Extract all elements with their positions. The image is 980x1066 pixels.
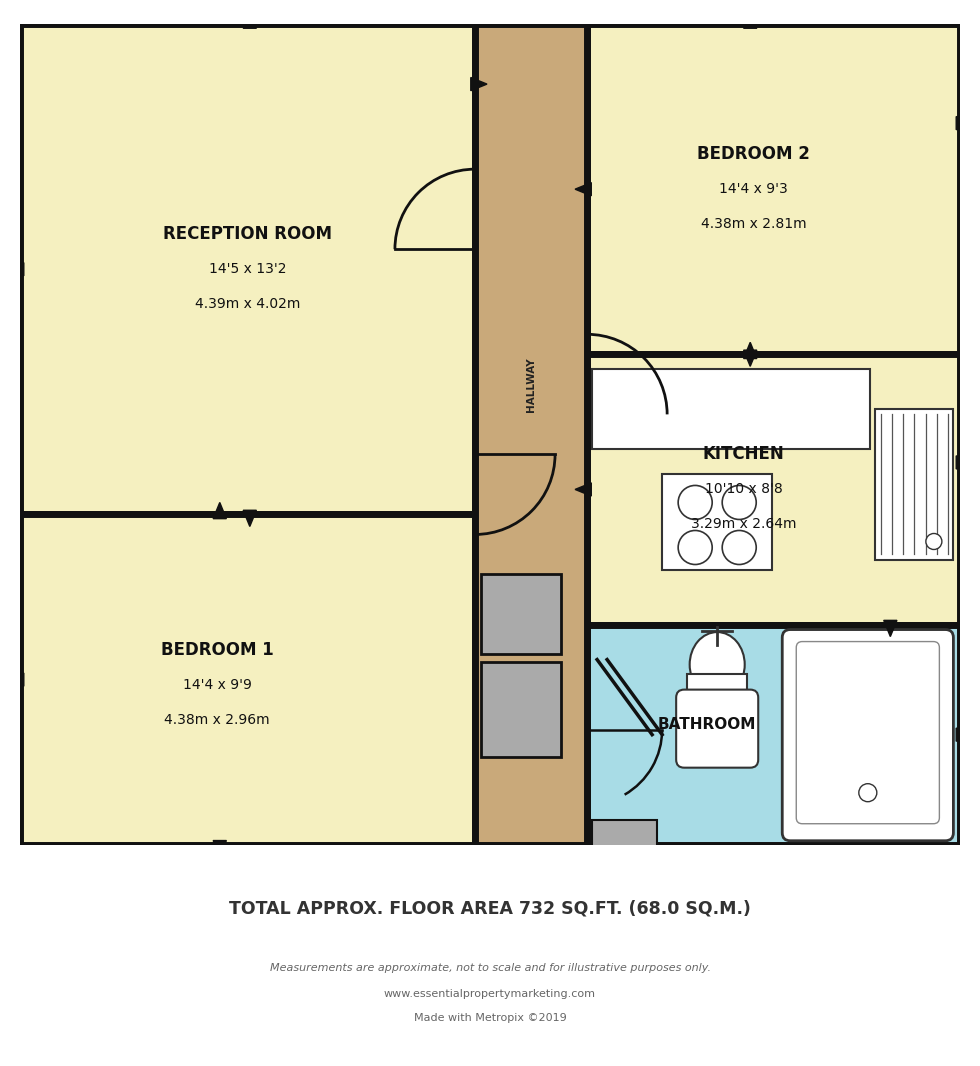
Text: 3.29m x 2.64m: 3.29m x 2.64m <box>691 517 797 532</box>
Text: BEDROOM 1: BEDROOM 1 <box>161 641 273 659</box>
Text: 4.38m x 2.81m: 4.38m x 2.81m <box>701 217 807 231</box>
Polygon shape <box>744 342 757 358</box>
Circle shape <box>858 784 877 802</box>
Bar <box>20 515 475 844</box>
Circle shape <box>678 485 712 519</box>
Bar <box>687 674 747 701</box>
Polygon shape <box>8 262 24 276</box>
Polygon shape <box>956 456 972 469</box>
Circle shape <box>722 531 757 565</box>
Text: TOTAL APPROX. FLOOR AREA 732 SQ.FT. (68.0 SQ.M.): TOTAL APPROX. FLOOR AREA 732 SQ.FT. (68.… <box>229 900 751 917</box>
Text: 10'10 x 8'8: 10'10 x 8'8 <box>705 483 783 497</box>
Text: 14'4 x 9'3: 14'4 x 9'3 <box>719 182 788 196</box>
Text: www.essentialpropertymarketing.com: www.essentialpropertymarketing.com <box>384 988 596 999</box>
Polygon shape <box>956 728 972 741</box>
Circle shape <box>722 485 757 519</box>
Text: 4.39m x 4.02m: 4.39m x 4.02m <box>195 297 300 311</box>
FancyBboxPatch shape <box>676 690 759 768</box>
Bar <box>592 369 870 450</box>
Bar <box>481 574 562 653</box>
Polygon shape <box>575 483 591 496</box>
Bar <box>481 662 562 757</box>
FancyBboxPatch shape <box>782 630 954 841</box>
FancyBboxPatch shape <box>797 642 940 824</box>
Bar <box>587 354 960 625</box>
Polygon shape <box>744 350 757 367</box>
Bar <box>587 625 960 844</box>
Polygon shape <box>470 78 487 91</box>
Bar <box>662 474 772 569</box>
Polygon shape <box>956 116 972 130</box>
Text: 14'4 x 9'9: 14'4 x 9'9 <box>183 678 252 692</box>
Polygon shape <box>575 182 591 196</box>
Text: RECEPTION ROOM: RECEPTION ROOM <box>163 225 332 243</box>
Bar <box>592 820 658 850</box>
Bar <box>20 25 475 515</box>
Text: BATHROOM: BATHROOM <box>658 717 757 732</box>
Bar <box>587 25 960 354</box>
Bar <box>475 25 587 844</box>
Polygon shape <box>8 673 24 687</box>
Text: KITCHEN: KITCHEN <box>703 446 785 464</box>
Text: BEDROOM 2: BEDROOM 2 <box>698 145 810 163</box>
Bar <box>875 409 954 560</box>
Polygon shape <box>884 620 897 636</box>
Text: HALLWAY: HALLWAY <box>526 357 536 411</box>
Text: Made with Metropix ©2019: Made with Metropix ©2019 <box>414 1013 566 1023</box>
Polygon shape <box>243 511 257 527</box>
Polygon shape <box>214 502 226 519</box>
Text: Measurements are approximate, not to scale and for illustrative purposes only.: Measurements are approximate, not to sca… <box>270 963 710 973</box>
Polygon shape <box>243 12 257 29</box>
Ellipse shape <box>690 632 745 697</box>
Text: 14'5 x 13'2: 14'5 x 13'2 <box>209 262 286 276</box>
Text: 4.38m x 2.96m: 4.38m x 2.96m <box>165 713 270 727</box>
Polygon shape <box>214 840 226 857</box>
Polygon shape <box>744 12 757 29</box>
Circle shape <box>678 531 712 565</box>
Circle shape <box>926 533 942 549</box>
